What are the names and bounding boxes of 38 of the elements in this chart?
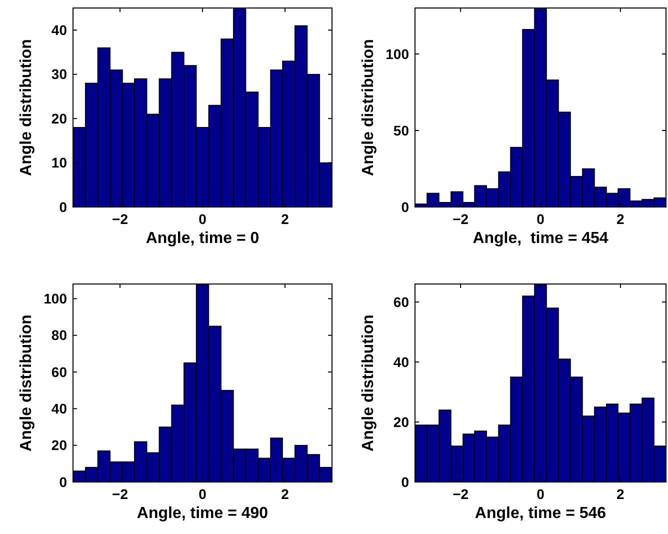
y-tick-label: 100 — [44, 290, 68, 307]
y-tick-label: 40 — [51, 22, 68, 38]
y-tick-label: 80 — [51, 327, 68, 344]
x-tick-label: 2 — [281, 211, 290, 227]
y-tick-label: 0 — [59, 198, 68, 215]
y-tick-label: 0 — [401, 474, 410, 490]
y-axis-title: Angle distribution — [360, 39, 377, 176]
x-tick-label: −2 — [112, 211, 128, 227]
y-tick-label: 20 — [51, 437, 68, 454]
y-tick-label: 0 — [401, 198, 410, 215]
y-tick-label: 40 — [51, 400, 68, 417]
x-tick-label: −2 — [112, 486, 128, 502]
x-tick-label: 0 — [536, 486, 545, 502]
y-tick-label: 20 — [393, 414, 410, 430]
y-axis-title: Angle distribution — [18, 39, 35, 176]
x-tick-label: 2 — [281, 486, 290, 502]
x-axis-title: Angle, time = 490 — [136, 505, 268, 522]
y-tick-label: 10 — [51, 154, 68, 171]
y-tick-label: 60 — [51, 364, 68, 380]
y-tick-label: 100 — [386, 46, 410, 62]
y-tick-label: 50 — [393, 122, 410, 138]
x-axis-title: Angle, time = 0 — [146, 230, 260, 247]
y-tick-label: 60 — [393, 294, 410, 310]
y-axis-title: Angle distribution — [18, 314, 35, 452]
y-tick-label: 0 — [59, 474, 68, 490]
x-tick-label: 2 — [616, 211, 625, 227]
y-tick-label: 20 — [51, 110, 68, 126]
x-tick-label: 0 — [536, 211, 545, 227]
x-tick-label: 0 — [198, 211, 207, 227]
y-axis-title: Angle distribution — [360, 314, 377, 452]
x-tick-label: 2 — [616, 486, 625, 502]
y-tick-label: 30 — [51, 66, 68, 82]
y-tick-label: 40 — [393, 354, 410, 370]
x-tick-label: 0 — [198, 486, 207, 502]
x-axis-title: Angle, time = 546 — [474, 505, 606, 522]
x-tick-label: −2 — [452, 486, 469, 502]
x-tick-label: −2 — [452, 211, 469, 227]
x-axis-title: Angle, time = 454 — [472, 230, 608, 247]
